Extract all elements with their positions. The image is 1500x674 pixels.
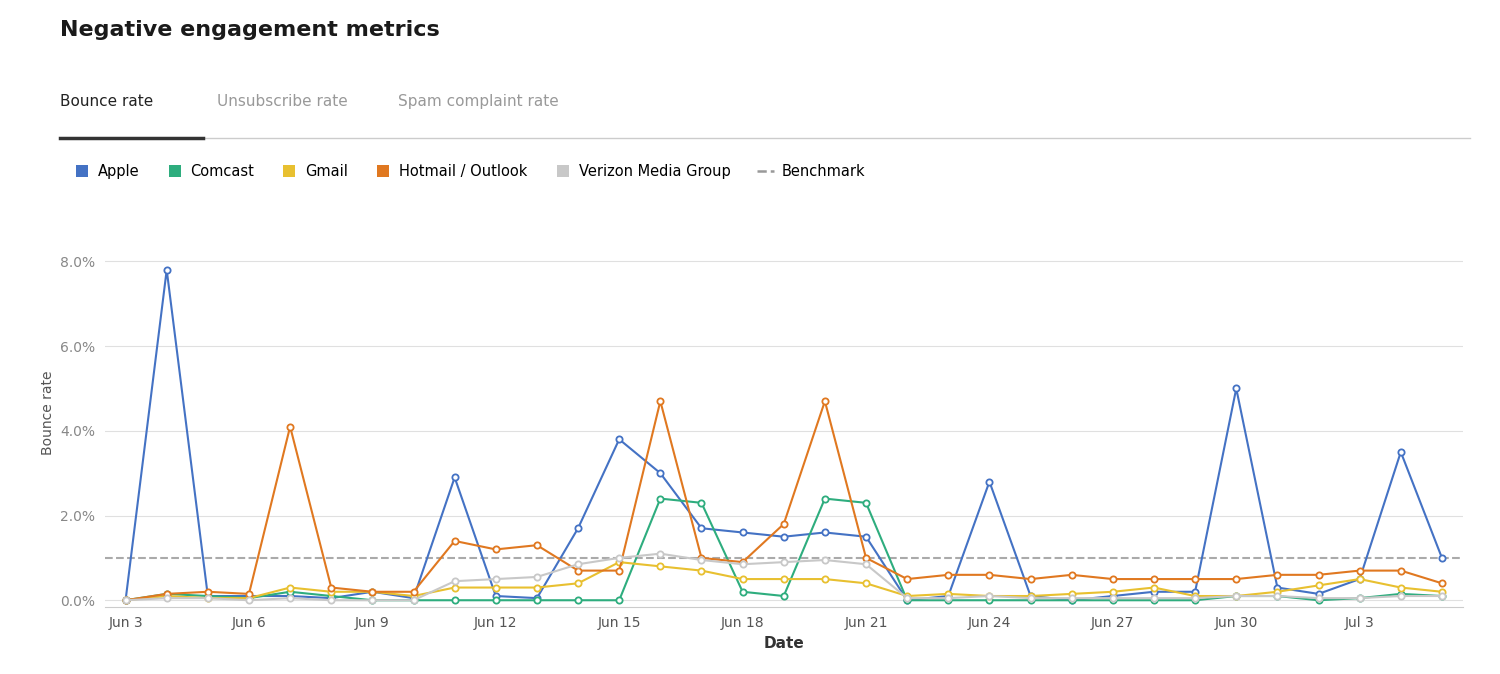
Text: Bounce rate: Bounce rate (60, 94, 153, 109)
Text: Spam complaint rate: Spam complaint rate (398, 94, 558, 109)
Y-axis label: Bounce rate: Bounce rate (40, 371, 54, 455)
X-axis label: Date: Date (764, 636, 804, 651)
Text: Negative engagement metrics: Negative engagement metrics (60, 20, 440, 40)
Text: Unsubscribe rate: Unsubscribe rate (217, 94, 348, 109)
Legend: Apple, Comcast, Gmail, Hotmail / Outlook, Verizon Media Group, Benchmark: Apple, Comcast, Gmail, Hotmail / Outlook… (68, 158, 871, 185)
